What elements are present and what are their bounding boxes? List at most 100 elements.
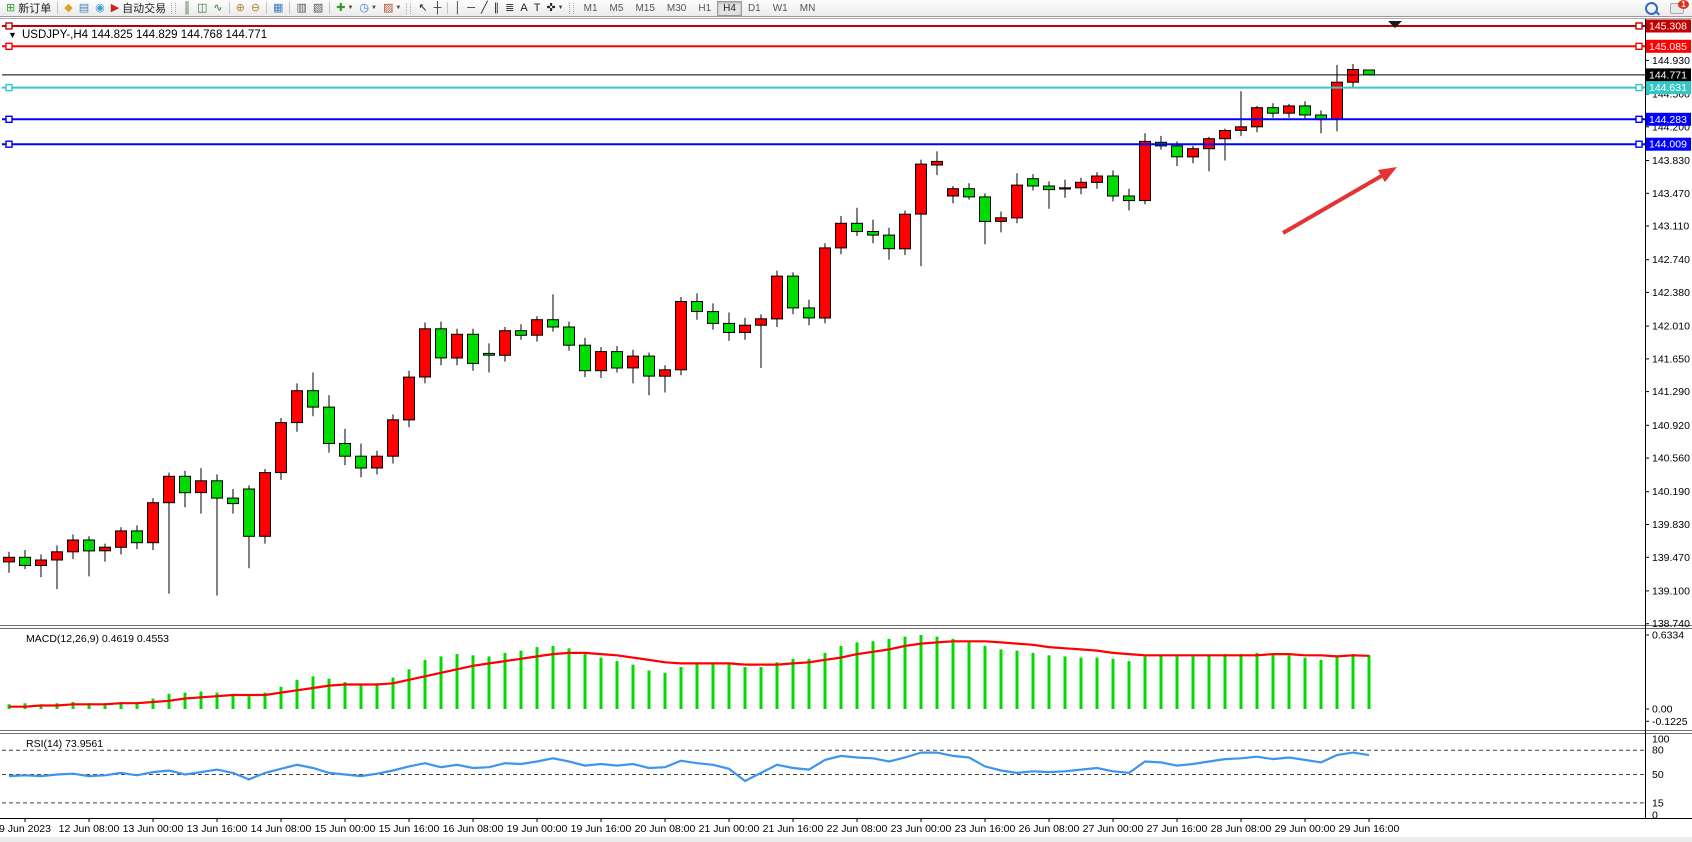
svg-text:27 Jun 16:00: 27 Jun 16:00	[1147, 823, 1208, 835]
timeframe-d1-button[interactable]: D1	[747, 2, 761, 14]
arrange-window-1-icon: ▥	[296, 1, 307, 14]
styles-bucket-button[interactable]: ◆	[61, 1, 75, 16]
svg-text:144.771: 144.771	[1649, 69, 1687, 81]
styles-bucket-icon: ◆	[64, 1, 73, 14]
svg-text:13 Jun 16:00: 13 Jun 16:00	[187, 823, 248, 835]
toolbar-separator	[228, 2, 230, 14]
timeframe-mn-button[interactable]: MN	[799, 2, 816, 14]
svg-text:143.110: 143.110	[1652, 221, 1689, 233]
svg-text:139.470: 139.470	[1652, 552, 1690, 564]
cursor-button[interactable]: ↖	[415, 1, 430, 16]
search-icon[interactable]	[1645, 1, 1658, 15]
vertical-line-button[interactable]: │	[451, 1, 464, 16]
toolbar-separator	[447, 2, 449, 14]
tile-windows-button[interactable]: ▦	[270, 1, 286, 16]
timeframe-m5-button[interactable]: M5	[609, 2, 624, 14]
candlestick-chart-icon: ◫	[196, 1, 208, 14]
svg-text:12 Jun 08:00: 12 Jun 08:00	[59, 823, 120, 835]
dropdown-caret-icon[interactable]: ▼	[347, 5, 354, 11]
svg-text:20 Jun 08:00: 20 Jun 08:00	[635, 823, 696, 835]
svg-text:139.830: 139.830	[1652, 519, 1690, 531]
svg-text:144.009: 144.009	[1649, 139, 1687, 151]
timeframe-h4-button[interactable]: H4	[717, 0, 742, 16]
macd-axis-labels: 0.6334 0.00-0.1225	[1645, 630, 1688, 728]
cursor-icon: ↖	[418, 1, 428, 14]
dropdown-caret-icon[interactable]: ▼	[371, 5, 377, 11]
svg-text:143.470: 143.470	[1652, 188, 1690, 200]
text-icon: A	[520, 1, 528, 14]
horizontal-price-lines[interactable]	[2, 22, 1645, 148]
timeframe-m30-button[interactable]: M30	[666, 2, 687, 14]
rsi-line	[8, 751, 1370, 783]
arrows-button[interactable]: ✜ ▼	[543, 1, 566, 16]
svg-text:19 Jun 16:00: 19 Jun 16:00	[571, 823, 632, 835]
toolbar-grip	[406, 2, 412, 14]
chart-shift-marker[interactable]	[1388, 21, 1402, 28]
svg-text:29 Jun 16:00: 29 Jun 16:00	[1339, 823, 1400, 835]
template-button[interactable]: ▨ ▼	[380, 1, 404, 16]
svg-text:0: 0	[1652, 810, 1658, 822]
fibonacci-button[interactable]: ≣	[502, 1, 517, 16]
trend-arrow-annotation[interactable]	[1281, 167, 1397, 235]
svg-text:0.00: 0.00	[1652, 704, 1673, 716]
text-button[interactable]: A	[517, 1, 530, 16]
svg-text:MACD(12,26,9) 0.4619 0.4553: MACD(12,26,9) 0.4619 0.4553	[26, 633, 169, 645]
svg-text:141.290: 141.290	[1652, 386, 1690, 398]
trendline-button[interactable]: ╱	[478, 1, 491, 16]
time-axis-labels: 9 Jun 2023 12 Jun 08:00 13 Jun 00:00 13 Jun…	[0, 818, 1400, 835]
svg-text:RSI(14) 73.9561: RSI(14) 73.9561	[26, 738, 103, 750]
svg-text:141.650: 141.650	[1652, 353, 1690, 365]
svg-text:23 Jun 16:00: 23 Jun 16:00	[955, 823, 1016, 835]
svg-text:14 Jun 08:00: 14 Jun 08:00	[251, 823, 312, 835]
chart-canvas[interactable]: 144.930144.560144.200143.830143.470143.1…	[0, 17, 1692, 842]
toolbar-separator	[329, 2, 331, 14]
svg-text:23 Jun 00:00: 23 Jun 00:00	[891, 823, 952, 835]
svg-text:138.740: 138.740	[1652, 618, 1690, 630]
zoom-in-button[interactable]: ⊕	[233, 1, 248, 16]
arrange-window-2-button[interactable]: ▧	[310, 1, 326, 16]
notifications-icon[interactable]: 1	[1670, 0, 1689, 14]
add-indicator-button[interactable]: ✚ ▼	[333, 1, 356, 16]
line-chart-button[interactable]: ∿	[210, 1, 225, 16]
signals-button[interactable]: ◉	[92, 1, 108, 16]
zoom-in-icon: ⊕	[235, 1, 245, 14]
bar-chart-icon: ║	[183, 1, 191, 14]
add-indicator-icon: ✚	[336, 1, 346, 14]
label-button[interactable]: T	[531, 1, 544, 16]
timeframe-h1-button[interactable]: H1	[698, 2, 712, 14]
periods-clock-button[interactable]: ◷ ▼	[356, 1, 380, 16]
new-order-button[interactable]: ⊞ 新订单	[3, 1, 54, 16]
timeframe-m1-button[interactable]: M1	[583, 2, 598, 14]
fibonacci-icon: ≣	[505, 1, 515, 14]
autotrade-button[interactable]: ▶ 自动交易	[108, 1, 169, 16]
signals-icon: ◉	[95, 1, 105, 14]
horizontal-line-icon: ─	[467, 1, 476, 14]
timeframe-m15-button[interactable]: M15	[635, 2, 655, 14]
svg-text:▼: ▼	[8, 30, 17, 40]
arrange-window-1-button[interactable]: ▥	[293, 1, 309, 16]
line-chart-icon: ∿	[213, 1, 223, 14]
svg-text:21 Jun 00:00: 21 Jun 00:00	[699, 823, 760, 835]
svg-text:26 Jun 08:00: 26 Jun 08:00	[1019, 823, 1080, 835]
toolbar-separator	[266, 2, 268, 14]
bar-chart-button[interactable]: ║	[180, 1, 194, 16]
pane-borders	[0, 18, 1692, 842]
channel-button[interactable]: ∥	[491, 1, 503, 16]
dropdown-caret-icon[interactable]: ▼	[557, 5, 564, 11]
horizontal-line-button[interactable]: ─	[464, 1, 478, 16]
toolbar-separator	[57, 2, 59, 14]
dropdown-caret-icon[interactable]: ▼	[395, 5, 402, 11]
profiles-button[interactable]: ▤	[76, 1, 92, 16]
timeframe-w1-button[interactable]: W1	[772, 2, 788, 14]
svg-text:142.740: 142.740	[1652, 254, 1690, 266]
svg-text:19 Jun 00:00: 19 Jun 00:00	[507, 823, 568, 835]
svg-text:50: 50	[1652, 769, 1664, 781]
candlestick-chart-button[interactable]: ◫	[194, 1, 210, 16]
crosshair-icon: ┼	[433, 1, 442, 14]
crosshair-button[interactable]: ┼	[431, 1, 445, 16]
zoom-out-button[interactable]: ⊖	[248, 1, 263, 16]
macd-histogram	[7, 635, 1371, 709]
rsi-level-lines	[2, 749, 1645, 804]
